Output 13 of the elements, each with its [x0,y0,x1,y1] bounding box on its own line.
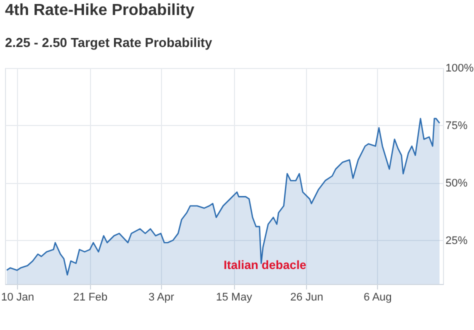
y-tick-label: 50% [446,177,468,190]
chart-subtitle: 2.25 - 2.50 Target Rate Probability [5,35,213,50]
x-tick-label: 6 Aug [364,292,392,304]
x-tick-label: 3 Apr [148,292,174,304]
chart-title: 4th Rate-Hike Probability [5,2,194,19]
x-tick-label: 26 Jun [290,292,324,304]
x-tick-label: 10 Jan [1,292,34,304]
y-tick-label: 75% [446,120,468,132]
y-tick-label: 25% [446,234,468,247]
y-tick-label: 100% [446,62,474,74]
annotation: Italian debacle [224,258,307,272]
x-tick-label: 21 Feb [73,292,108,304]
x-tick-label: 15 May [216,292,253,304]
